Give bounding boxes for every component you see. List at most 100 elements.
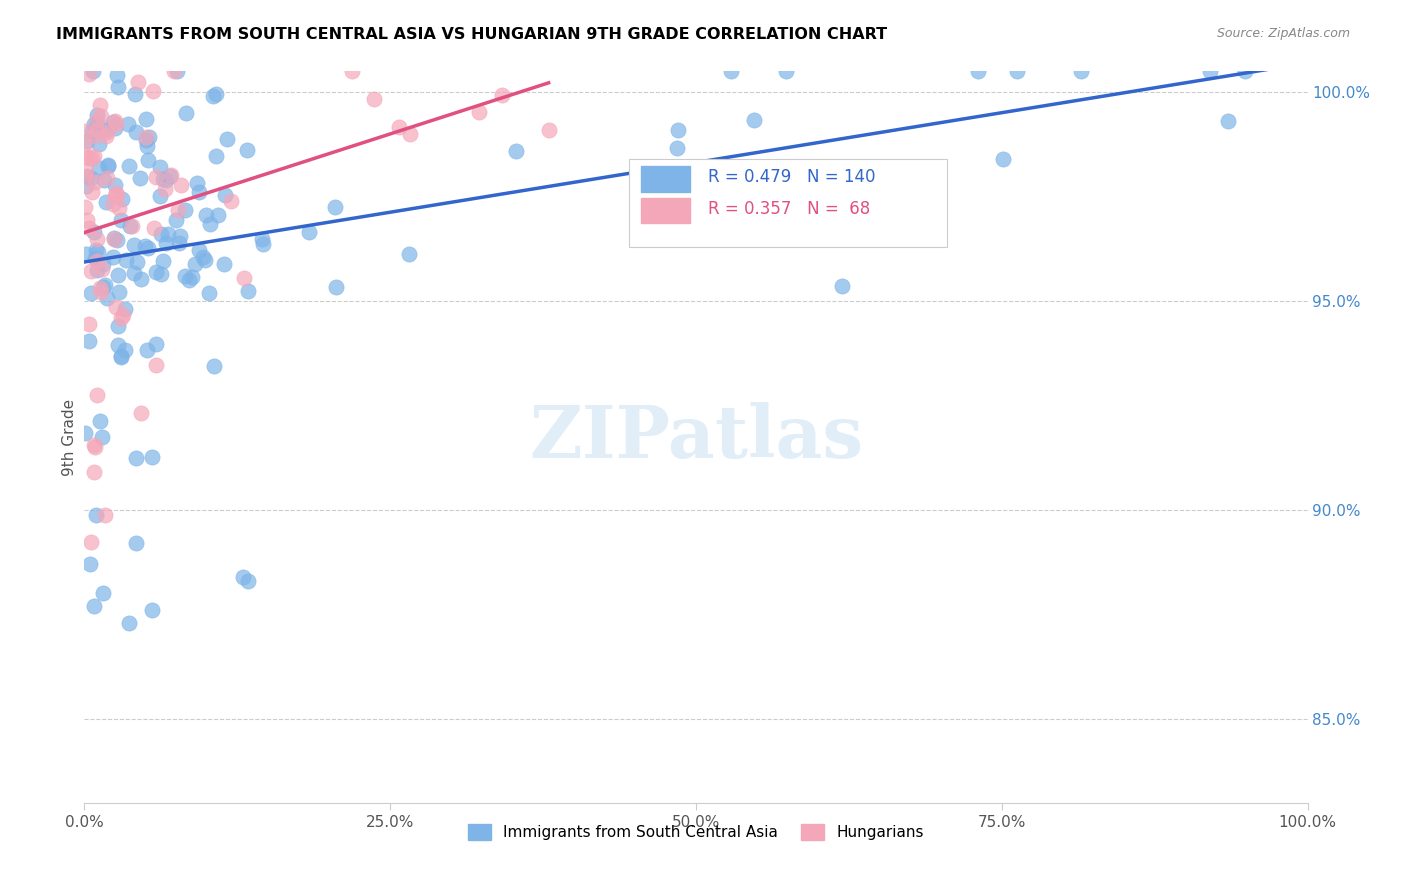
Point	[104, 178, 127, 193]
Point	[138, 130, 160, 145]
Point	[104, 120, 127, 135]
Point	[183, 257, 205, 271]
Point	[120, 219, 142, 233]
Point	[115, 252, 138, 267]
Point	[202, 359, 225, 373]
Point	[149, 268, 172, 282]
Point	[775, 64, 797, 78]
Point	[150, 227, 173, 241]
Point	[180, 270, 202, 285]
Point	[250, 232, 273, 246]
Point	[122, 266, 145, 280]
Point	[83, 225, 105, 239]
Point	[83, 599, 105, 614]
Point	[80, 151, 103, 165]
Point	[666, 141, 689, 155]
Point	[96, 125, 118, 139]
Point	[214, 188, 236, 202]
Point	[136, 343, 159, 357]
Point	[232, 570, 254, 584]
Point	[1233, 64, 1256, 78]
Point	[73, 136, 96, 151]
Point	[202, 88, 225, 103]
Point	[110, 349, 132, 363]
Point	[75, 163, 97, 178]
Point	[491, 88, 513, 103]
Point	[125, 450, 148, 465]
Point	[83, 128, 105, 143]
Point	[145, 169, 167, 184]
Point	[86, 118, 108, 132]
Point	[121, 219, 143, 234]
Point	[138, 241, 160, 255]
Text: R = 0.479   N = 140: R = 0.479 N = 140	[709, 169, 876, 186]
Point	[83, 465, 105, 479]
Point	[191, 250, 214, 264]
Legend: Immigrants from South Central Asia, Hungarians: Immigrants from South Central Asia, Hung…	[463, 818, 929, 847]
Point	[79, 221, 101, 235]
Point	[89, 97, 111, 112]
Point	[398, 247, 420, 261]
Point	[83, 149, 105, 163]
Point	[882, 169, 904, 183]
Point	[125, 536, 148, 550]
Point	[83, 252, 105, 266]
Point	[104, 301, 127, 315]
Point	[76, 134, 98, 148]
Point	[163, 64, 186, 78]
Point	[89, 281, 111, 295]
Point	[145, 265, 167, 279]
Point	[134, 130, 156, 145]
Point	[124, 87, 146, 101]
Point	[170, 178, 193, 192]
Point	[167, 202, 190, 217]
Point	[90, 109, 112, 123]
Point	[105, 68, 128, 82]
Point	[110, 311, 132, 326]
Point	[86, 253, 108, 268]
Point	[91, 261, 114, 276]
Point	[323, 200, 346, 214]
Point	[236, 143, 259, 157]
Point	[94, 123, 117, 137]
Point	[86, 388, 108, 402]
Point	[174, 202, 197, 217]
Point	[87, 245, 110, 260]
Point	[198, 217, 221, 231]
Point	[177, 273, 200, 287]
Point	[188, 243, 211, 257]
Text: R = 0.357   N =  68: R = 0.357 N = 68	[709, 200, 870, 218]
Point	[90, 285, 112, 300]
Point	[159, 168, 181, 182]
Point	[75, 247, 97, 261]
Point	[159, 169, 181, 183]
Point	[1005, 64, 1028, 78]
Point	[87, 136, 110, 151]
Point	[77, 151, 100, 165]
Point	[96, 291, 118, 305]
Point	[114, 302, 136, 317]
Point	[298, 225, 321, 239]
Point	[155, 172, 177, 186]
Point	[94, 277, 117, 292]
Point	[83, 117, 105, 131]
Point	[108, 201, 131, 215]
Point	[97, 159, 120, 173]
Point	[165, 213, 187, 227]
Point	[125, 124, 148, 138]
Point	[186, 177, 208, 191]
Point	[91, 586, 114, 600]
Point	[86, 123, 108, 137]
Point	[118, 616, 141, 631]
Point	[1198, 64, 1220, 78]
Point	[93, 508, 115, 523]
Point	[87, 161, 110, 175]
Point	[122, 237, 145, 252]
Point	[86, 112, 108, 127]
Point	[107, 80, 129, 95]
Point	[89, 414, 111, 428]
Point	[86, 232, 108, 246]
Point	[73, 426, 96, 441]
Point	[107, 268, 129, 282]
Point	[125, 255, 148, 269]
